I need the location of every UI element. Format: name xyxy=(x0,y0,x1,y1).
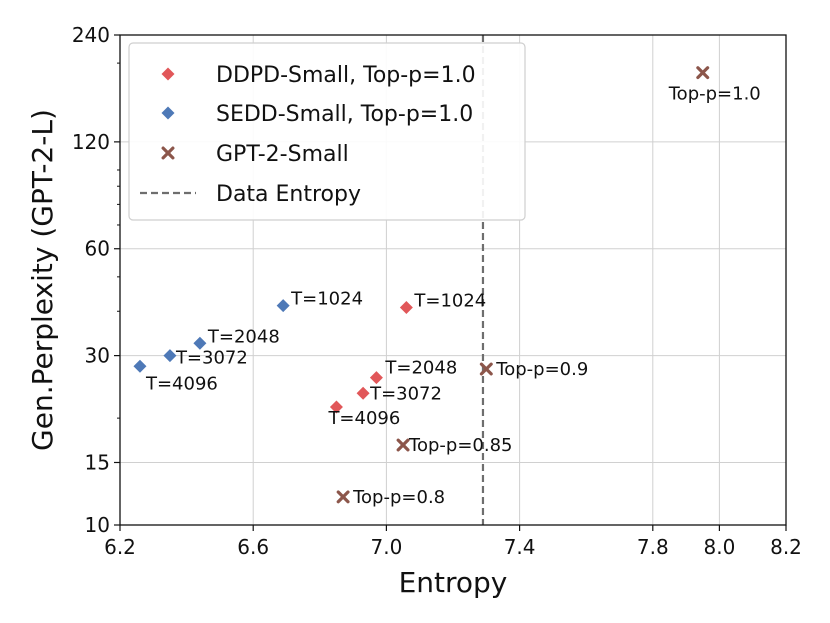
point-label: Top-p=0.85 xyxy=(408,435,512,456)
ddpd-point xyxy=(329,400,343,414)
legend-marker xyxy=(161,106,175,120)
point-label: T=2048 xyxy=(207,326,280,347)
point-label: Top-p=0.8 xyxy=(352,487,445,508)
y-tick-label: 30 xyxy=(85,344,110,368)
x-tick-label: 7.8 xyxy=(637,535,669,559)
data-marks-layer xyxy=(133,66,710,504)
point-label: T=3072 xyxy=(175,348,248,369)
gpt2-point xyxy=(479,362,493,376)
ddpd-point xyxy=(369,371,383,385)
y-tick-label: 10 xyxy=(85,513,110,537)
sedd-point xyxy=(193,336,207,350)
point-labels-layer: T=1024T=2048T=3072T=4096T=1024T=2048T=30… xyxy=(145,84,761,508)
x-tick-label: 8.2 xyxy=(770,535,802,559)
legend-box xyxy=(128,42,526,221)
y-tick-label: 120 xyxy=(72,130,110,154)
legend-marker xyxy=(161,67,175,81)
gpt2-point xyxy=(696,66,710,80)
plot-frame xyxy=(119,34,787,526)
sedd-point xyxy=(133,359,147,373)
axis-ticks-layer: 6.2 6.6 7.0 7.4 7.8 8.0 8.2 10 15 30 60 120 240 xyxy=(72,23,802,559)
legend-label: GPT-2-Small xyxy=(216,142,349,167)
x-axis-title: Entropy xyxy=(399,566,508,599)
point-label: T=1024 xyxy=(290,289,363,310)
x-tick-label: 6.2 xyxy=(104,535,136,559)
sedd-point xyxy=(276,299,290,313)
legend-marker xyxy=(161,146,175,160)
point-label: T=4096 xyxy=(145,373,218,394)
y-axis-title: Gen.Perplexity (GPT-2-L) xyxy=(26,109,59,451)
ddpd-point xyxy=(356,386,370,400)
point-label: T=1024 xyxy=(413,290,486,311)
x-tick-label: 7.0 xyxy=(370,535,402,559)
x-tick-label: 8.0 xyxy=(703,535,735,559)
point-label: T=4096 xyxy=(327,408,400,429)
legend: DDPD-Small, Top-p=1.0 SEDD-Small, Top-p=1… xyxy=(128,42,526,221)
x-tick-label: 7.4 xyxy=(504,535,536,559)
point-label: Top-p=1.0 xyxy=(668,84,761,105)
legend-label: DDPD-Small, Top-p=1.0 xyxy=(216,63,476,88)
y-tick-label: 60 xyxy=(85,237,110,261)
point-label: T=2048 xyxy=(384,358,457,379)
sedd-point xyxy=(163,349,177,363)
y-tick-label: 15 xyxy=(85,450,110,474)
legend-label: SEDD-Small, Top-p=1.0 xyxy=(216,102,473,127)
legend-label: Data Entropy xyxy=(216,182,361,207)
gpt2-point xyxy=(396,438,410,452)
ddpd-point xyxy=(399,300,413,314)
point-label: Top-p=0.9 xyxy=(495,359,588,380)
gpt2-point xyxy=(336,490,350,504)
y-tick-label: 240 xyxy=(72,23,110,47)
point-label: T=3072 xyxy=(369,383,442,404)
x-tick-label: 6.6 xyxy=(237,535,269,559)
